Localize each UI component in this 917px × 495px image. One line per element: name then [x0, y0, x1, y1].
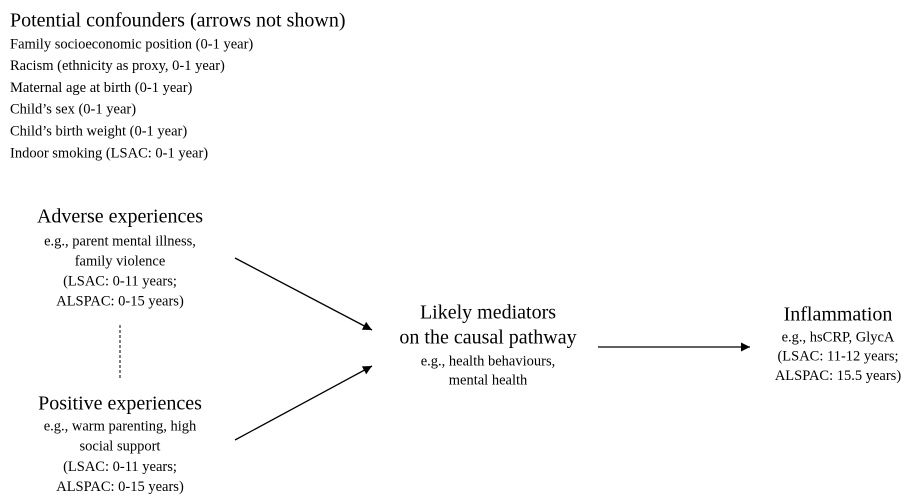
- node-detail: e.g., health behaviours,: [421, 353, 556, 369]
- node-title: Inflammation: [784, 304, 893, 326]
- confounder-item: Family socioeconomic position (0-1 year): [10, 36, 253, 52]
- node-detail: e.g., warm parenting, high: [44, 418, 197, 434]
- node-detail: (LSAC: 0-11 years;: [63, 459, 177, 475]
- confounder-item: Racism (ethnicity as proxy, 0-1 year): [10, 58, 225, 74]
- arrow: [234, 365, 373, 441]
- node-detail: ALSPAC: 0-15 years): [56, 479, 184, 495]
- confounder-item: Indoor smoking (LSAC: 0-1 year): [10, 145, 208, 161]
- node-detail: (LSAC: 0-11 years;: [63, 273, 177, 289]
- node-detail: e.g., hsCRP, GlycA: [782, 329, 895, 345]
- confounder-item: Child’s birth weight (0-1 year): [10, 124, 187, 140]
- node-detail: e.g., parent mental illness,: [44, 233, 196, 249]
- node-detail: mental health: [449, 372, 528, 388]
- node-title: Likely mediators: [420, 302, 556, 324]
- node-detail: ALSPAC: 0-15 years): [56, 293, 184, 309]
- confounder-item: Child’s sex (0-1 year): [10, 102, 136, 118]
- confounders-title: Potential confounders (arrows not shown): [10, 10, 346, 32]
- node-detail: family violence: [75, 253, 166, 269]
- node-detail: ALSPAC: 15.5 years): [775, 368, 902, 384]
- node-title: on the causal pathway: [399, 327, 576, 349]
- node-detail: social support: [80, 439, 161, 455]
- node-title: Positive experiences: [38, 393, 202, 415]
- node-detail: (LSAC: 11-12 years;: [777, 349, 898, 365]
- node-title: Adverse experiences: [37, 206, 203, 228]
- confounder-item: Maternal age at birth (0-1 year): [10, 80, 193, 96]
- arrow: [234, 257, 373, 331]
